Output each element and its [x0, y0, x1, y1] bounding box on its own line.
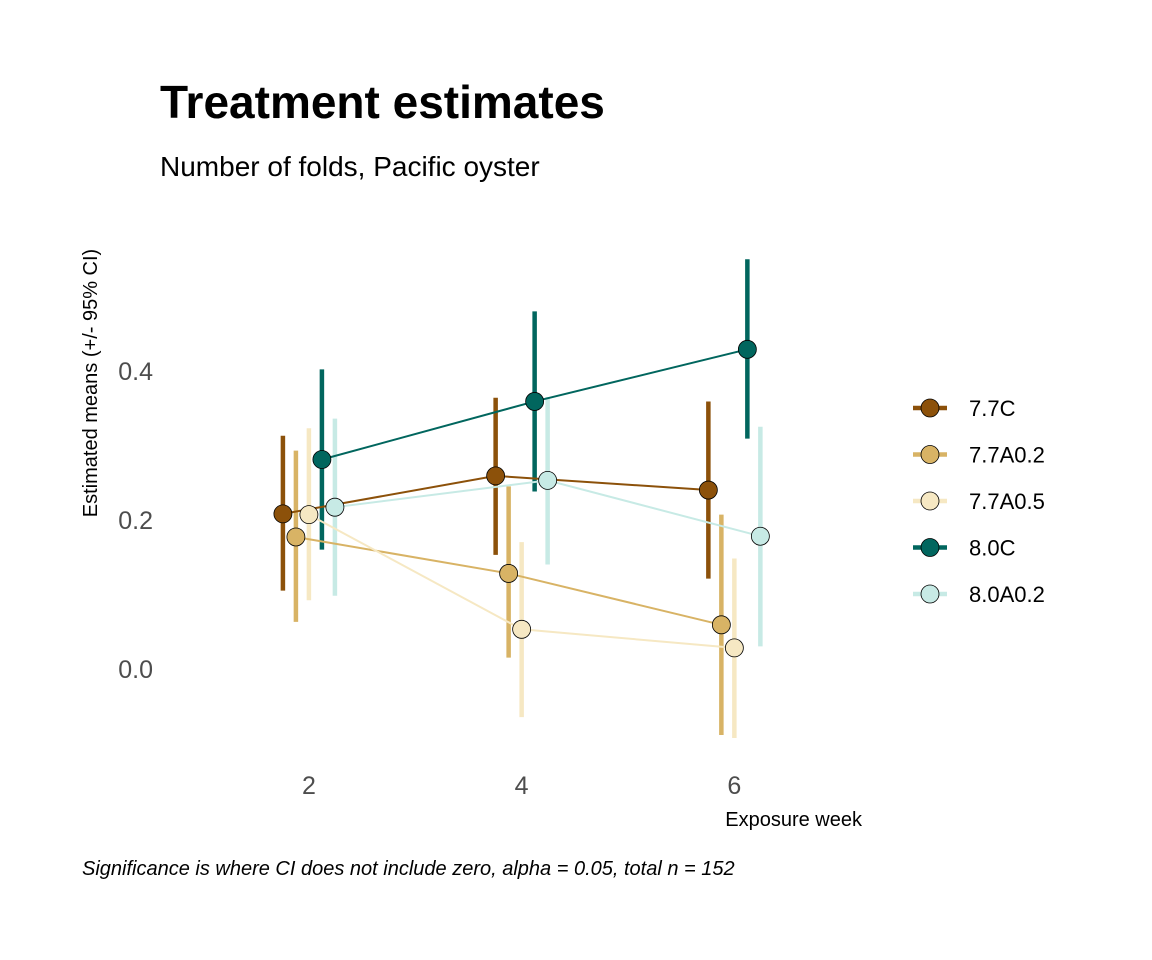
- data-point: [299, 505, 319, 525]
- x-tick-label: 2: [302, 772, 316, 800]
- x-tick-label: 6: [727, 772, 741, 800]
- data-point: [286, 527, 306, 547]
- data-point: [724, 638, 744, 658]
- y-tick-label: 0.4: [118, 358, 153, 386]
- chart-caption: Significance is where CI does not includ…: [82, 858, 735, 880]
- legend-key-point: [920, 491, 940, 511]
- data-point: [325, 497, 345, 517]
- data-point: [512, 619, 532, 639]
- data-point: [486, 466, 506, 486]
- y-tick-label: 0.2: [118, 507, 153, 535]
- data-point: [737, 339, 757, 359]
- legend: 7.7C 7.7A0.2 7.7A0.5 8.0C 8.0A0.2: [913, 396, 1045, 607]
- chart-title: Treatment estimates: [160, 76, 605, 128]
- legend-label: 7.7A0.5: [969, 489, 1045, 514]
- x-tick-label: 4: [515, 772, 529, 800]
- data-point: [750, 526, 770, 546]
- y-tick-label: 0.0: [118, 656, 153, 684]
- legend-item: 7.7A0.5: [913, 489, 1045, 514]
- data-point: [711, 615, 731, 635]
- plot-area: [273, 259, 770, 739]
- legend-key-point: [920, 584, 940, 604]
- legend-label: 7.7A0.2: [969, 443, 1045, 468]
- chart-subtitle: Number of folds, Pacific oyster: [160, 151, 540, 182]
- error-bars: [280, 259, 763, 739]
- x-axis-ticks: 2 4 6: [302, 772, 741, 800]
- data-point: [525, 392, 545, 411]
- x-axis-label: Exposure week: [725, 809, 863, 831]
- legend-key-point: [920, 398, 940, 418]
- data-point: [273, 504, 293, 524]
- legend-label: 7.7C: [969, 396, 1016, 421]
- legend-item: 8.0C: [913, 536, 1016, 561]
- legend-item: 8.0A0.2: [913, 582, 1045, 607]
- data-point: [698, 480, 718, 500]
- data-point: [312, 450, 332, 469]
- data-point: [538, 470, 558, 490]
- legend-key-point: [920, 538, 940, 557]
- data-point: [499, 564, 519, 583]
- legend-item: 7.7C: [913, 396, 1016, 421]
- y-axis-ticks: 0.0 0.2 0.4: [118, 358, 153, 684]
- legend-label: 8.0A0.2: [969, 582, 1045, 607]
- legend-key-point: [920, 445, 940, 464]
- series-points: [273, 339, 770, 658]
- y-axis-label: Estimated means (+/- 95% CI): [80, 249, 102, 517]
- legend-item: 7.7A0.2: [913, 443, 1045, 468]
- legend-label: 8.0C: [969, 536, 1016, 561]
